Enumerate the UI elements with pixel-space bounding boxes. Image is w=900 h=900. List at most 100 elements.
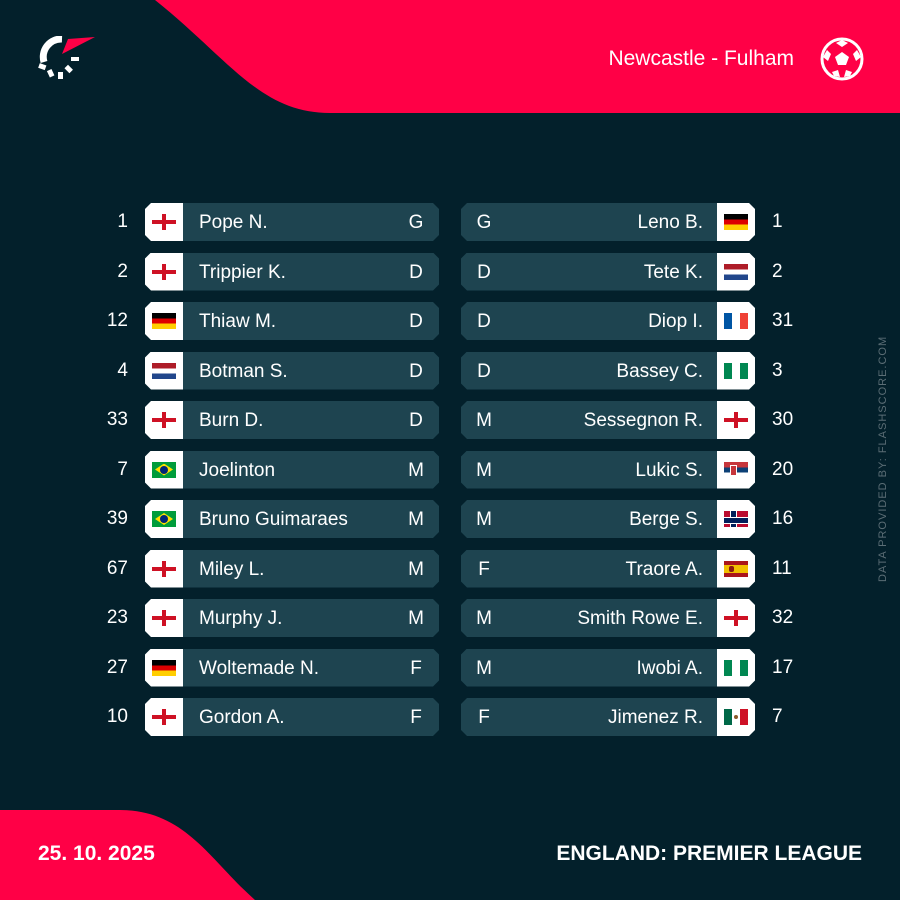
home-player-row[interactable]: 67 Miley L. M bbox=[0, 550, 900, 588]
shirt-number: 32 bbox=[772, 607, 794, 628]
shirt-number: 10 bbox=[106, 706, 128, 727]
player-name: Bassey C. bbox=[616, 360, 703, 382]
shirt-number: 2 bbox=[117, 260, 128, 282]
flag-box bbox=[717, 599, 755, 637]
flag-box bbox=[717, 451, 755, 489]
home-player-row[interactable]: 1 Pope N. G bbox=[0, 203, 900, 241]
away-player-row[interactable]: M Iwobi A. 17 bbox=[0, 649, 900, 687]
home-player-row[interactable]: 10 Gordon A. F bbox=[0, 698, 900, 736]
player-card bbox=[145, 698, 439, 736]
away-player-row[interactable]: G Leno B. 1 bbox=[0, 203, 900, 241]
player-card bbox=[145, 302, 439, 340]
flag-box bbox=[145, 550, 183, 588]
player-name: Traore A. bbox=[625, 558, 703, 580]
shirt-number: 30 bbox=[772, 409, 794, 430]
home-player-row[interactable]: 39 Bruno Guimaraes M bbox=[0, 500, 900, 538]
player-name: Joelinton bbox=[199, 459, 276, 481]
player-card bbox=[145, 500, 439, 538]
away-player-row[interactable]: M Berge S. 16 bbox=[0, 500, 900, 538]
away-player-row[interactable]: D Diop I. 31 bbox=[0, 302, 900, 340]
player-position: M bbox=[476, 608, 492, 629]
flag-nga-icon bbox=[724, 660, 748, 676]
player-card bbox=[145, 253, 439, 291]
flashscore-logo bbox=[38, 36, 95, 79]
player-position: M bbox=[476, 459, 492, 481]
away-player-row[interactable]: M Smith Rowe E. 32 bbox=[0, 599, 900, 637]
flag-eng-icon bbox=[724, 412, 748, 428]
football-icon bbox=[820, 37, 864, 81]
home-player-row[interactable]: 4 Botman S. D bbox=[0, 352, 900, 390]
flag-ger-icon bbox=[152, 313, 176, 329]
player-card bbox=[461, 302, 755, 340]
flag-ned-icon bbox=[724, 264, 748, 280]
flag-nga-icon bbox=[724, 363, 748, 379]
shirt-number: 17 bbox=[772, 656, 794, 678]
league-name: ENGLAND: PREMIER LEAGUE bbox=[556, 842, 862, 865]
player-name: Lukic S. bbox=[635, 459, 703, 481]
home-player-row[interactable]: 12 Thiaw M. D bbox=[0, 302, 900, 340]
away-player-row[interactable]: M Sessegnon R. 30 bbox=[0, 401, 900, 439]
player-name: Gordon A. bbox=[199, 707, 285, 728]
player-position: D bbox=[409, 261, 423, 283]
player-card bbox=[461, 203, 755, 241]
player-card bbox=[145, 352, 439, 390]
player-name: Leno B. bbox=[637, 212, 704, 233]
shirt-number: 7 bbox=[117, 458, 128, 480]
player-card bbox=[145, 203, 439, 241]
player-position: D bbox=[477, 311, 491, 332]
flag-eng-icon bbox=[152, 412, 176, 428]
flag-box bbox=[717, 649, 755, 687]
player-position: F bbox=[410, 657, 422, 679]
flag-ned-icon bbox=[152, 363, 176, 379]
flag-ger-icon bbox=[152, 660, 176, 676]
player-card bbox=[145, 451, 439, 489]
home-player-row[interactable]: 7 Joelinton M bbox=[0, 451, 900, 489]
player-name: Berge S. bbox=[629, 509, 703, 530]
shirt-number: 33 bbox=[106, 409, 128, 430]
player-card bbox=[461, 599, 755, 637]
away-player-row[interactable]: F Traore A. 11 bbox=[0, 550, 900, 588]
flag-eng-icon bbox=[152, 610, 176, 626]
flag-box bbox=[717, 203, 755, 241]
flag-box bbox=[717, 352, 755, 390]
player-name: Burn D. bbox=[199, 410, 264, 431]
flag-fra-icon bbox=[724, 313, 748, 329]
home-player-row[interactable]: 2 Trippier K. D bbox=[0, 253, 900, 291]
away-player-row[interactable]: M Lukic S. 20 bbox=[0, 451, 900, 489]
player-card bbox=[461, 649, 755, 687]
shirt-number: 27 bbox=[106, 656, 128, 678]
footer-banner bbox=[0, 810, 255, 900]
match-date: 25. 10. 2025 bbox=[38, 842, 155, 865]
flag-box bbox=[145, 253, 183, 291]
flag-box bbox=[145, 698, 183, 736]
flag-box bbox=[145, 352, 183, 390]
flag-bra-icon bbox=[152, 511, 176, 527]
flag-eng-icon bbox=[152, 264, 176, 280]
player-name: Woltemade N. bbox=[199, 657, 320, 679]
player-position: D bbox=[477, 360, 491, 382]
away-player-row[interactable]: F Jimenez R. 7 bbox=[0, 698, 900, 736]
home-player-row[interactable]: 23 Murphy J. M bbox=[0, 599, 900, 637]
player-position: D bbox=[477, 261, 491, 283]
home-player-row[interactable]: 33 Burn D. D bbox=[0, 401, 900, 439]
shirt-number: 7 bbox=[772, 706, 783, 727]
shirt-number: 11 bbox=[772, 557, 792, 579]
flag-box bbox=[145, 649, 183, 687]
flag-eng-icon bbox=[724, 610, 748, 626]
player-position: M bbox=[408, 459, 424, 481]
header-banner bbox=[155, 0, 900, 113]
flag-box bbox=[145, 203, 183, 241]
flag-ger-icon bbox=[724, 214, 748, 230]
match-title: Newcastle - Fulham bbox=[608, 47, 794, 70]
player-position: M bbox=[476, 657, 492, 679]
player-position: M bbox=[408, 558, 424, 580]
flag-bra-icon bbox=[152, 462, 176, 478]
home-player-row[interactable]: 27 Woltemade N. F bbox=[0, 649, 900, 687]
away-player-row[interactable]: D Bassey C. 3 bbox=[0, 352, 900, 390]
flag-box bbox=[145, 599, 183, 637]
player-name: Thiaw M. bbox=[199, 311, 277, 332]
player-name: Trippier K. bbox=[199, 261, 286, 283]
player-position: F bbox=[478, 707, 490, 728]
away-player-row[interactable]: D Tete K. 2 bbox=[0, 253, 900, 291]
flag-box bbox=[717, 302, 755, 340]
